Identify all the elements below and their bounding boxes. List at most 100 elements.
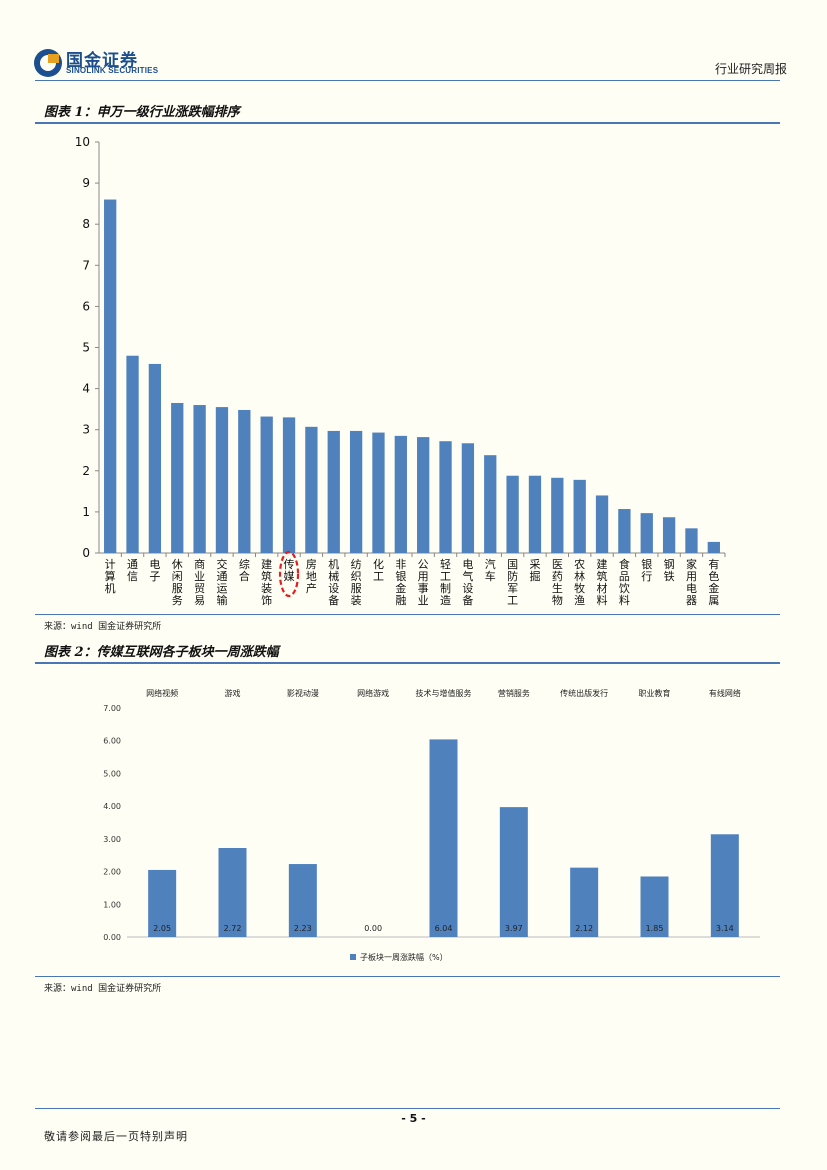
y-tick-label: 4	[82, 382, 90, 396]
bar-计算机	[104, 199, 117, 553]
y-tick-label: 7	[82, 258, 90, 272]
data-label-技术与增值服务: 6.04	[435, 924, 453, 933]
data-label-网络游戏: 0.00	[364, 924, 382, 933]
bar-建筑装饰	[260, 416, 273, 553]
bar-机械设备	[327, 430, 340, 553]
figure1-bottom-rule	[35, 614, 780, 615]
data-label-营销服务: 3.97	[505, 924, 523, 933]
y-tick-label: 8	[82, 217, 90, 231]
x-tick-label-公用事业: 公用事业	[418, 558, 429, 607]
x-tick-label-采掘: 采掘	[529, 558, 540, 583]
legend-label: 子板块一周涨跌幅（%）	[360, 952, 448, 962]
y-tick-label: 0	[82, 546, 90, 560]
y-tick-label: 1	[82, 505, 90, 519]
y-tick-label: 5.00	[103, 769, 121, 778]
bar-化工	[372, 432, 385, 553]
bar-房地产	[305, 426, 318, 553]
bar-汽车	[484, 455, 497, 553]
bar-游戏	[218, 848, 247, 937]
bar-银行	[640, 513, 653, 553]
x-tick-label-农林牧渔: 农林牧渔	[574, 557, 585, 607]
x-tick-label-机械设备: 机械设备	[328, 557, 339, 607]
category-label-网络游戏: 网络游戏	[357, 688, 389, 698]
category-label-有线网络: 有线网络	[709, 688, 741, 698]
bar-营销服务	[499, 807, 528, 937]
bar-影视动漫	[288, 864, 317, 937]
y-tick-label: 5	[82, 341, 90, 355]
data-label-有线网络: 3.14	[716, 924, 734, 933]
bar-商业贸易	[193, 405, 206, 553]
x-tick-label-食品饮料: 食品饮料	[619, 557, 630, 607]
figure1-title: 图表 1：申万一级行业涨跌幅排序	[44, 105, 240, 120]
y-tick-label: 1.00	[103, 900, 121, 909]
x-tick-label-轻工制造: 轻工制造	[440, 557, 451, 607]
x-tick-label-家用电器: 家用电器	[686, 557, 697, 607]
bar-交通运输	[215, 407, 229, 553]
y-tick-label: 10	[75, 135, 90, 149]
bar-传统出版发行	[570, 867, 599, 937]
figure1-source: 来源：wind 国金证券研究所	[44, 622, 162, 632]
bar-休闲服务	[171, 402, 184, 553]
x-tick-label-计算机: 计算机	[105, 558, 116, 595]
bar-通信	[126, 355, 139, 553]
figure1-top-rule	[35, 122, 780, 124]
data-label-传统出版发行: 2.12	[575, 924, 593, 933]
y-tick-label: 6.00	[103, 737, 121, 746]
y-tick-label: 3.00	[103, 835, 121, 844]
x-tick-label-国防军工: 国防军工	[507, 558, 518, 607]
x-tick-label-电气设备: 电气设备	[462, 558, 473, 607]
figure2-top-rule	[35, 662, 780, 664]
bar-网络视频	[148, 869, 177, 937]
x-tick-label-通信: 通信	[127, 558, 138, 583]
y-tick-label: 2.00	[103, 868, 121, 877]
x-tick-label-纺织服装: 纺织服装	[351, 557, 362, 607]
highlight-circle	[278, 550, 300, 598]
y-tick-label: 2	[82, 464, 90, 478]
category-label-营销服务: 营销服务	[498, 688, 530, 698]
x-tick-label-综合: 综合	[239, 557, 250, 583]
logo-icon	[34, 49, 62, 77]
legend-swatch	[350, 954, 356, 960]
x-tick-label-交通运输: 交通运输	[216, 557, 227, 607]
bar-电子	[148, 363, 162, 553]
header-rule	[35, 80, 780, 81]
category-label-游戏: 游戏	[225, 688, 241, 698]
footer-rule	[35, 1108, 780, 1109]
footer-disclaimer: 敬请参阅最后一页特别声明	[44, 1130, 188, 1143]
category-label-传统出版发行: 传统出版发行	[560, 688, 608, 698]
x-tick-label-休闲服务: 休闲服务	[172, 558, 183, 607]
bar-家用电器	[685, 528, 698, 553]
x-tick-label-电子: 电子	[149, 558, 160, 583]
bar-建筑材料	[595, 495, 609, 553]
bar-钢铁	[662, 517, 676, 553]
report-type: 行业研究周报	[714, 62, 787, 76]
x-tick-label-房地产: 房地产	[306, 558, 317, 595]
x-tick-label-化工: 化工	[373, 557, 384, 583]
bar-有色金属	[707, 541, 720, 553]
bar-轻工制造	[439, 441, 452, 553]
category-label-职业教育: 职业教育	[639, 688, 671, 698]
logo-chinese: 国金证券	[66, 51, 138, 71]
x-tick-label-汽车: 汽车	[485, 557, 496, 583]
x-tick-label-商业贸易: 商业贸易	[194, 557, 205, 607]
x-tick-label-非银金融: 非银金融	[395, 558, 406, 607]
bar-农林牧渔	[573, 479, 586, 553]
bar-综合	[238, 409, 251, 553]
x-tick-label-建筑装饰: 建筑装饰	[261, 557, 272, 607]
y-tick-label: 9	[82, 176, 90, 190]
bar-采掘	[528, 475, 542, 553]
bar-职业教育	[640, 876, 669, 937]
y-tick-label: 0.00	[103, 933, 121, 942]
x-tick-label-医药生物: 医药生物	[552, 558, 563, 607]
x-tick-label-建筑材料: 建筑材料	[597, 557, 608, 607]
x-tick-label-银行: 银行	[641, 557, 652, 583]
data-label-网络视频: 2.05	[153, 924, 171, 933]
data-label-职业教育: 1.85	[646, 924, 664, 933]
data-label-影视动漫: 2.23	[294, 924, 312, 933]
y-tick-label: 4.00	[103, 802, 121, 811]
category-label-技术与增值服务: 技术与增值服务	[416, 688, 472, 698]
bar-电气设备	[461, 443, 475, 553]
figure2-chart: 0.00 1.00 2.00 3.00 4.00 5.00 6.00 7.00 网络视频 2.05…	[103, 688, 760, 962]
category-label-网络视频: 网络视频	[146, 688, 178, 698]
